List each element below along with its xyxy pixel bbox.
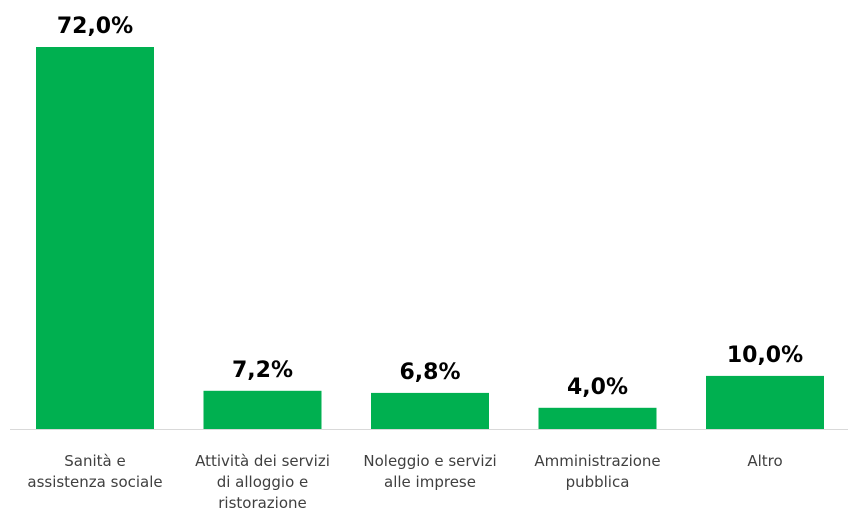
category-label-line: Amministrazione (534, 452, 660, 470)
category-labels-group: Sanità e assistenza sociale Attività dei s… (27, 452, 782, 512)
bar (538, 407, 657, 429)
category-label-line: pubblica (566, 473, 630, 491)
category-label-line: alle imprese (384, 473, 476, 491)
category-label: Amministrazione pubblica (534, 452, 660, 491)
category-label: Attività dei servizi di alloggio e ristora… (195, 452, 330, 512)
category-label-line: Noleggio e servizi (363, 452, 496, 470)
bar-value-label: 6,8% (399, 360, 460, 385)
category-label-line: Sanità e (64, 452, 125, 470)
category-label-line: assistenza sociale (27, 473, 162, 491)
category-label-line: Attività dei servizi (195, 452, 330, 470)
bar-value-label: 4,0% (567, 375, 628, 400)
bar (371, 392, 489, 429)
bars-group (36, 47, 824, 429)
category-label: Altro (747, 452, 782, 470)
bar (203, 390, 322, 429)
bar-value-label: 10,0% (727, 343, 803, 368)
category-label-line: di alloggio e (217, 473, 309, 491)
category-label: Noleggio e servizi alle imprese (363, 452, 496, 491)
category-label: Sanità e assistenza sociale (27, 452, 162, 491)
category-label-line: ristorazione (218, 494, 307, 512)
value-labels-group: 72,0% 7,2% 6,8% 4,0% 10,0% (57, 14, 803, 400)
bar-value-label: 7,2% (232, 358, 293, 383)
bar (706, 375, 824, 429)
bar (36, 47, 154, 429)
category-label-line: Altro (747, 452, 782, 470)
bar-value-label: 72,0% (57, 14, 133, 39)
